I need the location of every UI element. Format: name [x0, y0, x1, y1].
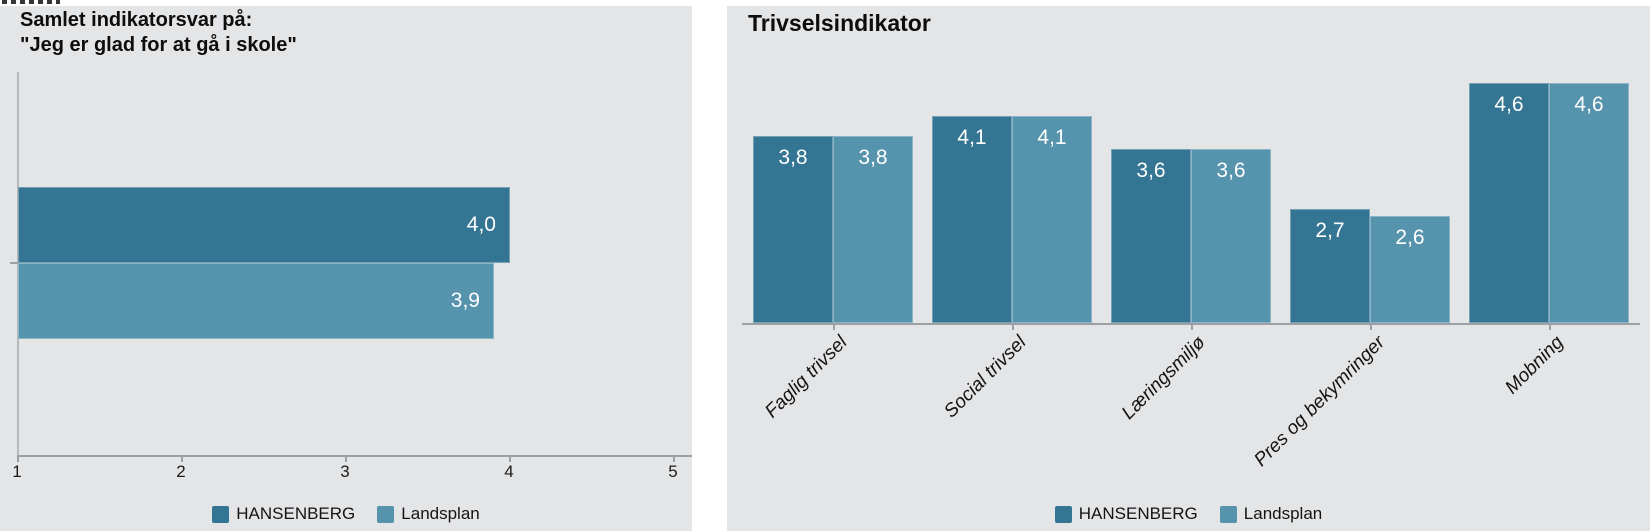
value-label-landsplan-faglig-trivsel: 3,8	[858, 146, 888, 169]
x-axis-tick	[1549, 323, 1551, 330]
bar-landsplan-mobning: 4,6	[1549, 83, 1629, 323]
x-axis-tick	[509, 455, 511, 462]
left-chart-title-line2: "Jeg er glad for at gå i skole"	[20, 34, 297, 56]
bar-landsplan-social-trivsel: 4,1	[1012, 116, 1092, 323]
legend-label-hansenberg: HANSENBERG	[1078, 504, 1198, 523]
value-label-landsplan: 3,9	[450, 289, 480, 312]
x-axis-tick	[833, 323, 835, 330]
x-axis-tick-label: 2	[176, 462, 186, 481]
value-label-landsplan-pres-og-bekymringer: 2,6	[1395, 226, 1425, 249]
right-chart-legend: HANSENBERG Landsplan	[727, 504, 1650, 524]
bar-landsplan-pres-og-bekymringer: 2,6	[1370, 216, 1450, 323]
right-chart-title: Trivselsindikator	[748, 10, 931, 36]
category-label-l-ringsmilj: Læringsmiljø	[1118, 332, 1210, 424]
value-label-hansenberg-mobning: 4,6	[1494, 93, 1524, 116]
value-label-landsplan-l-ringsmilj: 3,6	[1216, 159, 1246, 182]
trivsel-chart-panel: Trivselsindikator 3,8 4,1 3,6 2,7 4,6 3,8 4,1 3…	[727, 6, 1650, 531]
x-axis-tick	[1191, 323, 1193, 330]
happiness-chart-panel: Samlet indikatorsvar på: "Jeg er glad fo…	[0, 6, 692, 531]
legend-label-hansenberg: HANSENBERG	[236, 504, 356, 523]
x-axis-tick	[1012, 323, 1014, 330]
category-label-mobning: Mobning	[1501, 332, 1568, 399]
value-label-hansenberg-faglig-trivsel: 3,8	[778, 146, 808, 169]
legend-swatch-landsplan	[377, 505, 395, 523]
bar-hansenberg-l-ringsmilj: 3,6	[1111, 149, 1191, 323]
x-axis-tick	[345, 455, 347, 462]
x-axis-tick	[1370, 323, 1372, 330]
x-axis-tick	[673, 455, 675, 462]
bar-hansenberg-social-trivsel: 4,1	[932, 116, 1012, 323]
y-axis-tick	[10, 262, 18, 264]
x-axis-tick-label: 4	[504, 462, 514, 481]
x-axis-tick	[17, 455, 19, 462]
value-label-hansenberg-l-ringsmilj: 3,6	[1136, 159, 1166, 182]
category-label-social-trivsel: Social trivsel	[940, 332, 1031, 423]
legend-label-landsplan: Landsplan	[1243, 504, 1323, 523]
value-label-hansenberg: 4,0	[466, 213, 496, 236]
left-chart-title: Samlet indikatorsvar på: "Jeg er glad fo…	[20, 8, 297, 58]
legend-label-landsplan: Landsplan	[401, 504, 480, 523]
value-label-landsplan-social-trivsel: 4,1	[1037, 126, 1067, 149]
value-label-hansenberg-social-trivsel: 4,1	[957, 126, 987, 149]
bar-landsplan-faglig-trivsel: 3,8	[833, 136, 913, 323]
x-axis-line	[17, 455, 692, 457]
category-label-pres-og-bekymringer: Pres og bekymringer	[1250, 332, 1389, 471]
legend-item-landsplan[interactable]: Landsplan	[377, 504, 480, 524]
right-chart-plot-area: 3,8 4,1 3,6 2,7 4,6 3,8 4,1 3,6 2,6 4,6 Faglig tri…	[727, 6, 1650, 531]
legend-swatch-landsplan	[1219, 505, 1237, 523]
x-axis-tick-label: 3	[340, 462, 350, 481]
x-axis-tick-label: 1	[12, 462, 22, 481]
bar-landsplan-l-ringsmilj: 3,6	[1191, 149, 1271, 323]
x-axis-tick	[181, 455, 183, 462]
legend-item-hansenberg[interactable]: HANSENBERG	[1054, 504, 1198, 524]
bar-landsplan: 3,9	[18, 263, 494, 339]
bar-hansenberg-faglig-trivsel: 3,8	[753, 136, 833, 323]
value-label-landsplan-mobning: 4,6	[1574, 93, 1604, 116]
left-chart-legend: HANSENBERG Landsplan	[0, 504, 692, 524]
clipped-text-fragment	[2, 0, 60, 4]
bar-hansenberg: 4,0	[18, 187, 510, 263]
bar-hansenberg-mobning: 4,6	[1469, 83, 1549, 323]
category-label-faglig-trivsel: Faglig trivsel	[761, 332, 852, 423]
legend-item-hansenberg[interactable]: HANSENBERG	[212, 504, 355, 524]
legend-swatch-hansenberg	[1054, 505, 1072, 523]
bar-hansenberg-pres-og-bekymringer: 2,7	[1290, 209, 1370, 323]
legend-item-landsplan[interactable]: Landsplan	[1219, 504, 1323, 524]
left-chart-plot-area: 4,0 3,9 1 2 3 4 5	[0, 6, 692, 531]
left-chart-title-line1: Samlet indikatorsvar på:	[20, 9, 253, 31]
x-axis-tick-label: 5	[668, 462, 678, 481]
legend-swatch-hansenberg	[212, 505, 230, 523]
value-label-hansenberg-pres-og-bekymringer: 2,7	[1315, 219, 1345, 242]
